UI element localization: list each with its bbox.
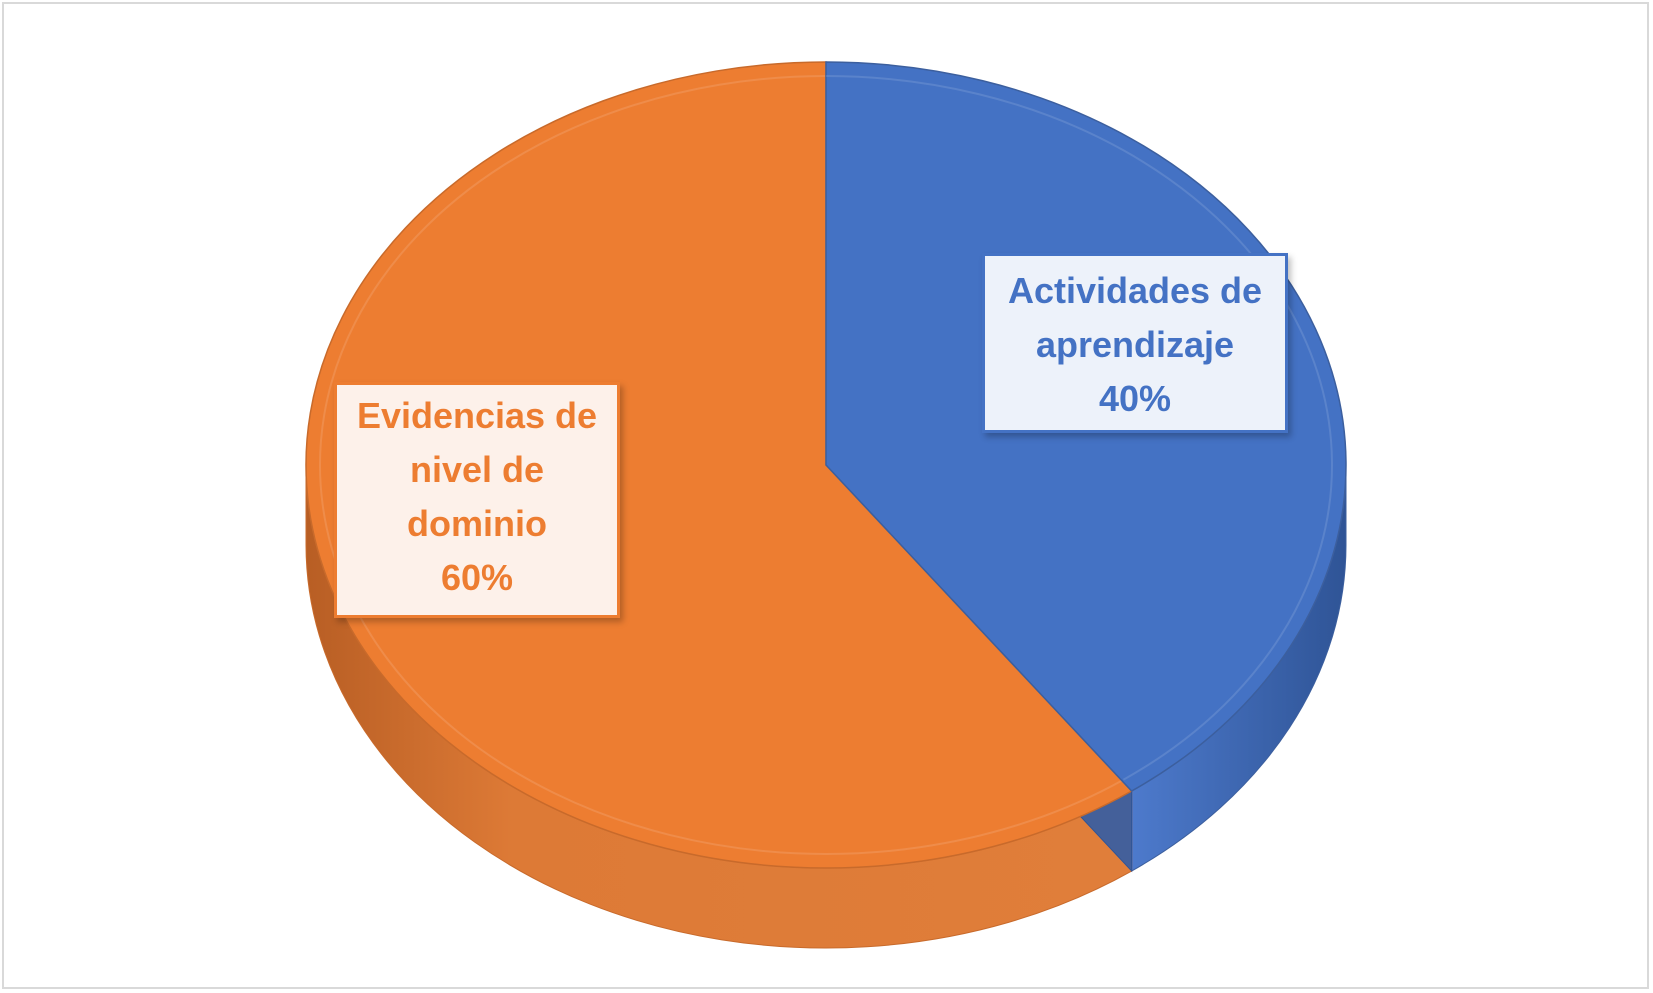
data-label-line: Actividades de	[1007, 270, 1263, 311]
data-label-line: dominio	[407, 503, 547, 544]
pie-slice-bevel-0	[825, 75, 1333, 781]
data-label-line: nivel de	[409, 449, 545, 490]
data-label-value: 60%	[440, 557, 514, 598]
pie-slice-1	[305, 61, 1133, 869]
data-label-value: 40%	[1098, 378, 1172, 419]
data-label-line: aprendizaje	[1035, 324, 1235, 365]
data-label-actividades: Actividades de aprendizaje 40%	[982, 253, 1288, 433]
data-label-line: Evidencias de	[356, 395, 598, 436]
data-label-evidencias: Evidencias de nivel de dominio 60%	[334, 382, 620, 618]
